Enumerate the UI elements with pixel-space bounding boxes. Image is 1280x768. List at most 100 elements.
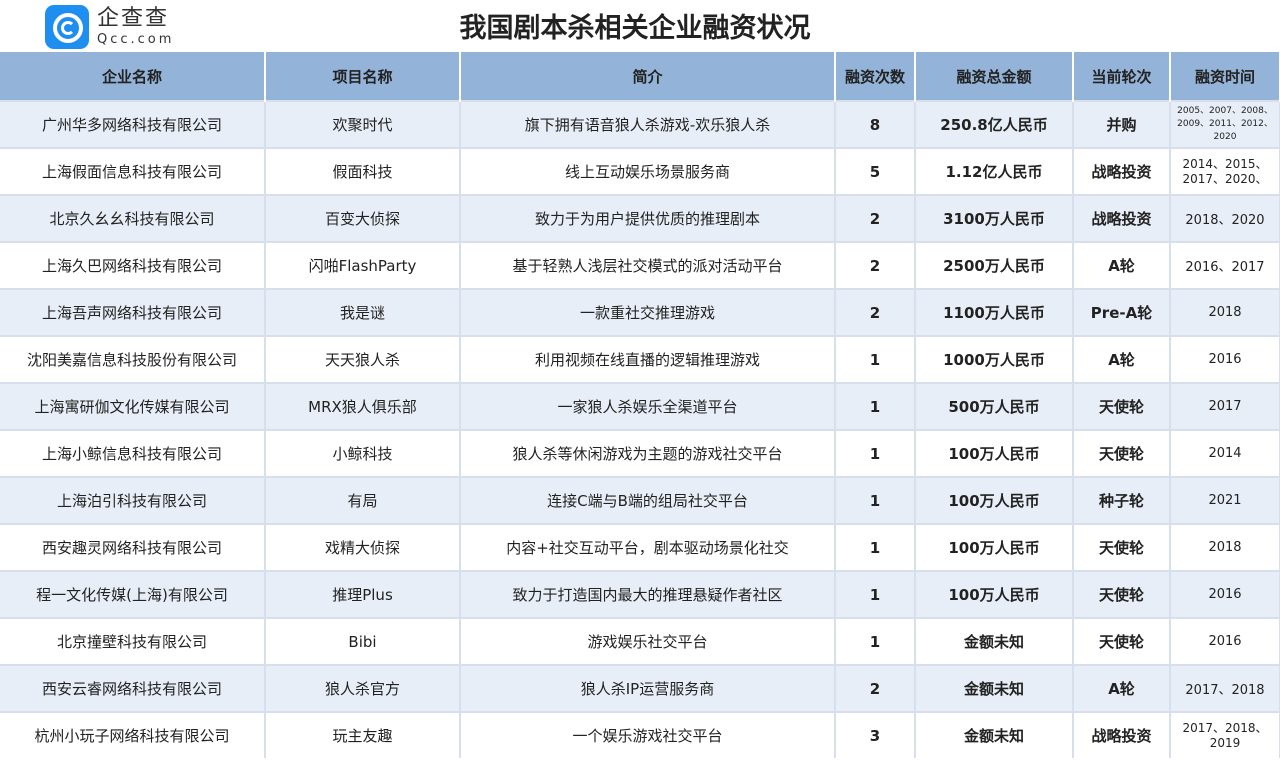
- cell-project-name: 玩主友趣: [265, 711, 461, 758]
- cell-financing-time: 2014: [1170, 429, 1280, 477]
- cell-company-name: 广州华多网络科技有限公司: [0, 100, 266, 148]
- cell-project-name: 我是谜: [265, 288, 461, 336]
- cell-financing-time: 2017、2018: [1170, 664, 1280, 712]
- cell-financing-count: 1: [835, 429, 916, 477]
- cell-total-amount: 1000万人民币: [915, 335, 1074, 383]
- cell-description: 利用视频在线直播的逻辑推理游戏: [460, 335, 836, 383]
- cell-current-round: 天使轮: [1073, 570, 1171, 618]
- table-row: 北京撞壁科技有限公司 Bibi 游戏娱乐社交平台 1 金额未知 天使轮 2016: [0, 617, 1280, 665]
- cell-current-round: A轮: [1073, 241, 1171, 289]
- cell-total-amount: 2500万人民币: [915, 241, 1074, 289]
- cell-financing-count: 2: [835, 194, 916, 242]
- cell-financing-count: 1: [835, 570, 916, 618]
- cell-total-amount: 1100万人民币: [915, 288, 1074, 336]
- cell-project-name: 小鲸科技: [265, 429, 461, 477]
- cell-total-amount: 500万人民币: [915, 382, 1074, 430]
- cell-financing-time: 2017、2018、2019: [1170, 711, 1280, 758]
- cell-total-amount: 100万人民币: [915, 523, 1074, 571]
- cell-current-round: 天使轮: [1073, 617, 1171, 665]
- cell-company-name: 上海假面信息科技有限公司: [0, 147, 266, 195]
- cell-financing-count: 2: [835, 664, 916, 712]
- cell-current-round: 天使轮: [1073, 382, 1171, 430]
- qcc-logo-icon: [45, 5, 89, 49]
- cell-financing-count: 2: [835, 288, 916, 336]
- cell-description: 狼人杀IP运营服务商: [460, 664, 836, 712]
- header-financing-count: 融资次数: [835, 52, 916, 101]
- cell-description: 游戏娱乐社交平台: [460, 617, 836, 665]
- cell-project-name: 闪啪FlashParty: [265, 241, 461, 289]
- cell-current-round: 战略投资: [1073, 711, 1171, 758]
- cell-financing-time: 2018、2020: [1170, 194, 1280, 242]
- cell-description: 致力于打造国内最大的推理悬疑作者社区: [460, 570, 836, 618]
- cell-financing-time: 2021: [1170, 476, 1280, 524]
- cell-financing-time: 2017: [1170, 382, 1280, 430]
- cell-current-round: 天使轮: [1073, 523, 1171, 571]
- cell-company-name: 上海小鲸信息科技有限公司: [0, 429, 266, 477]
- cell-current-round: A轮: [1073, 335, 1171, 383]
- table-row: 杭州小玩子网络科技有限公司 玩主友趣 一个娱乐游戏社交平台 3 金额未知 战略投资 2017…: [0, 711, 1280, 758]
- table-row: 沈阳美嘉信息科技股份有限公司 天天狼人杀 利用视频在线直播的逻辑推理游戏 1 1000万…: [0, 335, 1280, 383]
- cell-description: 内容+社交互动平台，剧本驱动场景化社交: [460, 523, 836, 571]
- cell-financing-time: 2016: [1170, 335, 1280, 383]
- cell-description: 一家狼人杀娱乐全渠道平台: [460, 382, 836, 430]
- cell-financing-count: 1: [835, 476, 916, 524]
- cell-project-name: 有局: [265, 476, 461, 524]
- cell-total-amount: 金额未知: [915, 664, 1074, 712]
- cell-company-name: 上海吾声网络科技有限公司: [0, 288, 266, 336]
- cell-company-name: 北京撞壁科技有限公司: [0, 617, 266, 665]
- cell-current-round: A轮: [1073, 664, 1171, 712]
- header-financing-time: 融资时间: [1170, 52, 1280, 101]
- cell-total-amount: 1.12亿人民币: [915, 147, 1074, 195]
- cell-financing-count: 2: [835, 241, 916, 289]
- header-company-name: 企业名称: [0, 52, 266, 101]
- cell-description: 基于轻熟人浅层社交模式的派对活动平台: [460, 241, 836, 289]
- cell-current-round: 并购: [1073, 100, 1171, 148]
- cell-financing-time: 2014、2015、2017、2020、: [1170, 147, 1280, 195]
- cell-current-round: 战略投资: [1073, 194, 1171, 242]
- cell-project-name: MRX狼人俱乐部: [265, 382, 461, 430]
- table-row: 北京久幺幺科技有限公司 百变大侦探 致力于为用户提供优质的推理剧本 2 3100万人民币…: [0, 194, 1280, 242]
- cell-company-name: 上海泊引科技有限公司: [0, 476, 266, 524]
- header-total-amount: 融资总金额: [915, 52, 1074, 101]
- cell-total-amount: 100万人民币: [915, 570, 1074, 618]
- cell-current-round: 天使轮: [1073, 429, 1171, 477]
- cell-financing-count: 1: [835, 523, 916, 571]
- cell-current-round: 战略投资: [1073, 147, 1171, 195]
- cell-financing-time: 2018: [1170, 288, 1280, 336]
- qcc-logo: 企查查 Qcc.com: [45, 5, 174, 49]
- table-row: 上海吾声网络科技有限公司 我是谜 一款重社交推理游戏 2 1100万人民币 Pre-A轮 2…: [0, 288, 1280, 336]
- cell-current-round: Pre-A轮: [1073, 288, 1171, 336]
- logo-cn: 企查查: [97, 6, 170, 31]
- cell-total-amount: 金额未知: [915, 617, 1074, 665]
- table-row: 程一文化传媒(上海)有限公司 推理Plus 致力于打造国内最大的推理悬疑作者社区 1 1…: [0, 570, 1280, 618]
- cell-total-amount: 3100万人民币: [915, 194, 1074, 242]
- financing-table: 企业名称 项目名称 简介 融资次数 融资总金额 当前轮次 融资时间 广州华多网络科技有限公司…: [0, 52, 1280, 758]
- header-current-round: 当前轮次: [1073, 52, 1171, 101]
- cell-company-name: 西安趣灵网络科技有限公司: [0, 523, 266, 571]
- cell-description: 连接C端与B端的组局社交平台: [460, 476, 836, 524]
- table-row: 上海泊引科技有限公司 有局 连接C端与B端的组局社交平台 1 100万人民币 种子轮 202…: [0, 476, 1280, 524]
- cell-description: 旗下拥有语音狼人杀游戏-欢乐狼人杀: [460, 100, 836, 148]
- cell-financing-count: 5: [835, 147, 916, 195]
- cell-project-name: 欢聚时代: [265, 100, 461, 148]
- header-project-name: 项目名称: [265, 52, 461, 101]
- cell-project-name: Bibi: [265, 617, 461, 665]
- cell-total-amount: 250.8亿人民币: [915, 100, 1074, 148]
- cell-company-name: 沈阳美嘉信息科技股份有限公司: [0, 335, 266, 383]
- table-row: 上海久巴网络科技有限公司 闪啪FlashParty 基于轻熟人浅层社交模式的派对活动…: [0, 241, 1280, 289]
- cell-project-name: 天天狼人杀: [265, 335, 461, 383]
- cell-project-name: 推理Plus: [265, 570, 461, 618]
- cell-financing-count: 3: [835, 711, 916, 758]
- cell-financing-time: 2016: [1170, 570, 1280, 618]
- table-row: 上海假面信息科技有限公司 假面科技 线上互动娱乐场景服务商 5 1.12亿人民币 战略投资…: [0, 147, 1280, 195]
- cell-project-name: 百变大侦探: [265, 194, 461, 242]
- cell-description: 狼人杀等休闲游戏为主题的游戏社交平台: [460, 429, 836, 477]
- cell-current-round: 种子轮: [1073, 476, 1171, 524]
- cell-financing-time: 2016、2017: [1170, 241, 1280, 289]
- table-row: 上海寓研伽文化传媒有限公司 MRX狼人俱乐部 一家狼人杀娱乐全渠道平台 1 500万人民…: [0, 382, 1280, 430]
- cell-project-name: 假面科技: [265, 147, 461, 195]
- cell-total-amount: 金额未知: [915, 711, 1074, 758]
- table-row: 西安趣灵网络科技有限公司 戏精大侦探 内容+社交互动平台，剧本驱动场景化社交 1 100…: [0, 523, 1280, 571]
- cell-total-amount: 100万人民币: [915, 429, 1074, 477]
- logo-en: Qcc.com: [97, 32, 175, 47]
